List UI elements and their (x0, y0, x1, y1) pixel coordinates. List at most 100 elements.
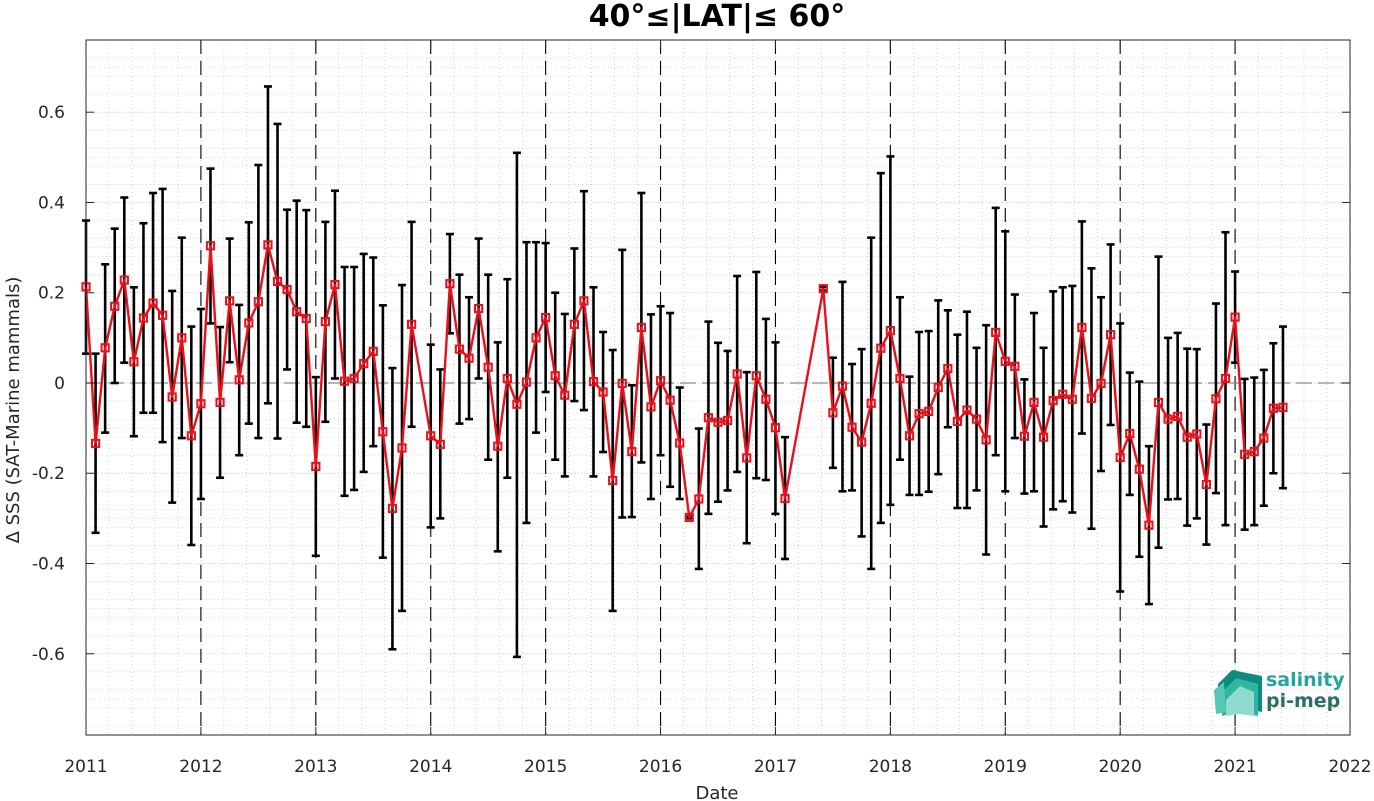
x-tick-label: 2011 (64, 757, 107, 777)
data-point-marker (722, 415, 733, 426)
data-point-marker (675, 438, 685, 448)
data-point-marker (1058, 389, 1068, 399)
y-tick-label: -0.4 (32, 555, 65, 575)
data-point-marker (560, 390, 570, 400)
data-point-marker (349, 373, 359, 384)
data-point-marker (655, 376, 666, 386)
data-point-marker (904, 431, 915, 441)
data-point-marker (1000, 356, 1010, 366)
data-point-marker (1144, 520, 1154, 530)
data-point-marker (1163, 414, 1173, 424)
data-point-marker (483, 362, 493, 372)
data-point-marker (550, 371, 560, 381)
data-point-marker (1125, 428, 1135, 439)
data-point-marker (1038, 432, 1049, 442)
data-point-marker (636, 322, 646, 333)
data-point-marker (847, 422, 857, 432)
data-point-marker (1115, 452, 1125, 463)
data-point-marker (186, 431, 196, 441)
data-point-marker (100, 343, 110, 353)
data-point-marker (1106, 330, 1116, 340)
data-point-marker (579, 296, 589, 306)
data-point-marker (1153, 397, 1164, 407)
logo-text-pi-mep: pi-mep (1266, 690, 1340, 712)
data-point-marker (1019, 431, 1030, 441)
x-tick-label: 2012 (179, 757, 222, 777)
series-markers (81, 240, 1288, 530)
data-point-marker (617, 378, 627, 389)
data-point-marker (1259, 433, 1269, 443)
data-point-marker (512, 399, 522, 409)
data-point-marker (818, 284, 828, 294)
y-tick-label: 0.6 (38, 103, 65, 123)
data-point-marker (205, 241, 216, 251)
data-point-marker (751, 371, 761, 381)
data-point-marker (924, 406, 934, 417)
data-point-marker (1220, 373, 1231, 384)
data-point-marker (627, 446, 637, 457)
x-tick-label: 2018 (869, 757, 912, 777)
x-tick-label: 2013 (294, 757, 337, 777)
data-point-marker (770, 423, 781, 433)
data-point-marker (588, 377, 599, 387)
data-point-marker (1268, 403, 1278, 413)
data-point-marker (857, 437, 867, 447)
data-point-marker (263, 240, 273, 250)
x-tick-label: 2022 (1328, 757, 1371, 777)
data-point-marker (445, 279, 455, 289)
data-point-marker (943, 363, 953, 374)
y-tick-labels: 0.6 0.4 0.2 0 -0.2 -0.4 -0.6 (32, 103, 65, 665)
data-point-marker (1086, 393, 1097, 403)
data-point-marker (885, 326, 895, 336)
data-point-marker (1048, 395, 1058, 406)
data-point-marker (244, 318, 254, 328)
data-point-marker (933, 382, 943, 393)
data-point-marker (828, 408, 838, 418)
data-point-marker (1173, 411, 1183, 421)
data-point-marker (1096, 378, 1106, 389)
data-point-marker (90, 438, 101, 449)
data-point-marker (991, 327, 1001, 338)
x-tick-labels: 2011 2012 2013 2014 2015 2016 2017 2018 2019 2020… (64, 757, 1371, 777)
data-point-marker (454, 344, 465, 354)
data-point-marker (598, 387, 608, 397)
data-point-marker (952, 416, 962, 426)
data-point-marker (158, 310, 168, 320)
data-point-marker (521, 377, 532, 387)
data-point-marker (215, 397, 225, 407)
data-point-marker (1077, 322, 1087, 333)
y-tick-label: 0 (54, 374, 65, 394)
data-point-marker (1134, 464, 1144, 474)
data-point-marker (1240, 449, 1250, 459)
data-point-marker (464, 353, 474, 363)
x-tick-label: 2019 (984, 757, 1027, 777)
data-point-marker (837, 381, 848, 391)
data-point-marker (397, 443, 407, 453)
data-point-marker (981, 435, 991, 445)
data-point-marker (272, 276, 283, 287)
x-tick-label: 2016 (639, 757, 682, 777)
logo-text-salinity: salinity (1266, 669, 1345, 691)
data-point-marker (914, 409, 924, 419)
data-point-marker (1029, 397, 1039, 407)
chart-title: 40°≤|LAT|≤ 60° (589, 0, 846, 34)
data-point-marker (1192, 429, 1202, 439)
data-point-marker (148, 298, 158, 308)
x-tick-label: 2020 (1099, 757, 1142, 777)
data-point-marker (742, 453, 752, 463)
series-line (84, 243, 1284, 527)
data-point-marker (129, 357, 139, 367)
data-point-marker (493, 441, 503, 451)
data-point-marker (110, 301, 120, 311)
data-point-marker (387, 503, 398, 514)
data-point-marker (167, 392, 177, 402)
x-axis-label: Date (695, 783, 738, 801)
y-tick-label: 0.2 (38, 284, 65, 304)
data-point-marker (971, 414, 982, 424)
data-point-marker (234, 375, 244, 385)
data-point-marker (665, 395, 675, 405)
data-point-marker (359, 358, 369, 369)
data-point-marker (1067, 394, 1077, 404)
salinity-pi-mep-logo: salinity pi-mep (1214, 669, 1345, 716)
